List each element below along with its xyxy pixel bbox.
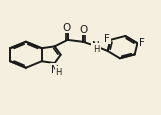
Text: N: N	[51, 65, 59, 75]
Text: O: O	[63, 23, 71, 33]
Text: N: N	[92, 40, 100, 50]
Text: O: O	[80, 25, 88, 35]
Text: F: F	[104, 33, 110, 43]
Text: H: H	[93, 45, 99, 53]
Text: H: H	[55, 67, 62, 76]
Text: F: F	[139, 38, 145, 48]
